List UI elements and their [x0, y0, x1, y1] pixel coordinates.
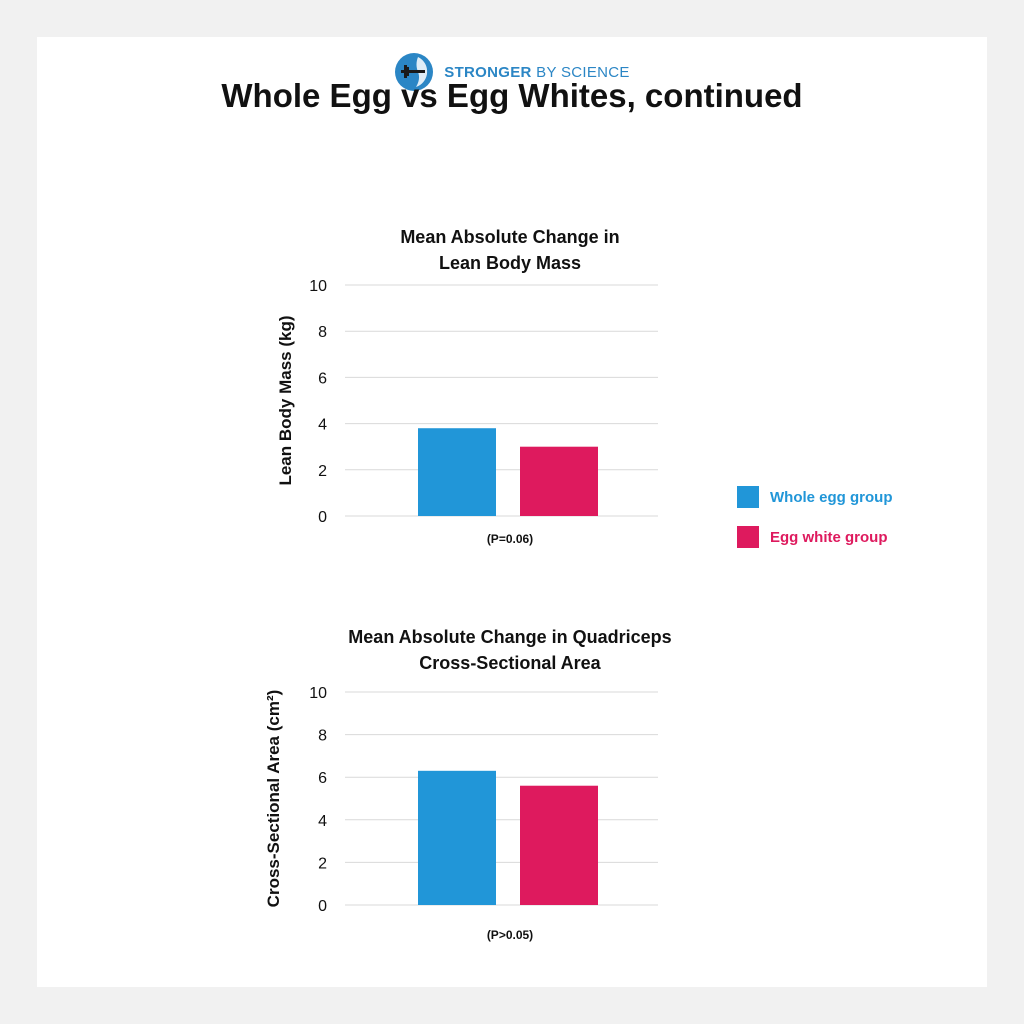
legend: Whole egg group Egg white group — [737, 485, 892, 565]
bar — [520, 446, 598, 516]
legend-item-whole-egg: Whole egg group — [737, 485, 892, 509]
brand-name-bold: STRONGER — [444, 63, 532, 81]
y-tick-label: 0 — [318, 898, 327, 915]
bar — [418, 428, 496, 516]
page-title: Whole Egg vs Egg Whites, continued — [221, 77, 803, 114]
y-tick-label: 4 — [318, 417, 327, 434]
brand-name-rest: BY SCIENCE — [536, 63, 630, 81]
legend-label-whole-egg: Whole egg group — [770, 488, 893, 506]
y-tick-label: 2 — [318, 855, 327, 872]
legend-item-egg-white: Egg white group — [737, 525, 892, 549]
y-tick-label: 8 — [318, 324, 327, 341]
y-tick-label: 4 — [318, 813, 327, 830]
legend-label-egg-white: Egg white group — [770, 528, 888, 546]
chart-title: Cross-Sectional Area — [419, 653, 601, 673]
chart-title: Mean Absolute Change in Quadriceps — [348, 627, 671, 647]
chart-title: Mean Absolute Change in — [400, 227, 619, 247]
brand-name: STRONGER BY SCIENCE — [444, 64, 629, 81]
y-tick-label: 6 — [318, 370, 327, 387]
chart-title: Lean Body Mass — [439, 253, 581, 273]
y-tick-label: 10 — [309, 685, 327, 702]
p-value-annotation: (P>0.05) — [487, 928, 533, 942]
y-axis-label: Cross-Sectional Area (cm²) — [264, 690, 283, 908]
y-tick-label: 2 — [318, 463, 327, 480]
y-tick-label: 10 — [309, 278, 327, 295]
y-axis-label: Lean Body Mass (kg) — [276, 315, 295, 485]
legend-swatch-whole-egg — [737, 486, 759, 508]
y-tick-label: 8 — [318, 728, 327, 745]
legend-swatch-egg-white — [737, 526, 759, 548]
brand-header: STRONGER BY SCIENCE — [0, 52, 1024, 92]
bar — [418, 770, 496, 905]
y-tick-label: 0 — [318, 509, 327, 526]
barbell-logo-icon — [395, 53, 434, 91]
p-value-annotation: (P=0.06) — [487, 532, 533, 546]
bar — [520, 785, 598, 905]
infographic-card — [37, 37, 987, 987]
y-tick-label: 6 — [318, 770, 327, 787]
